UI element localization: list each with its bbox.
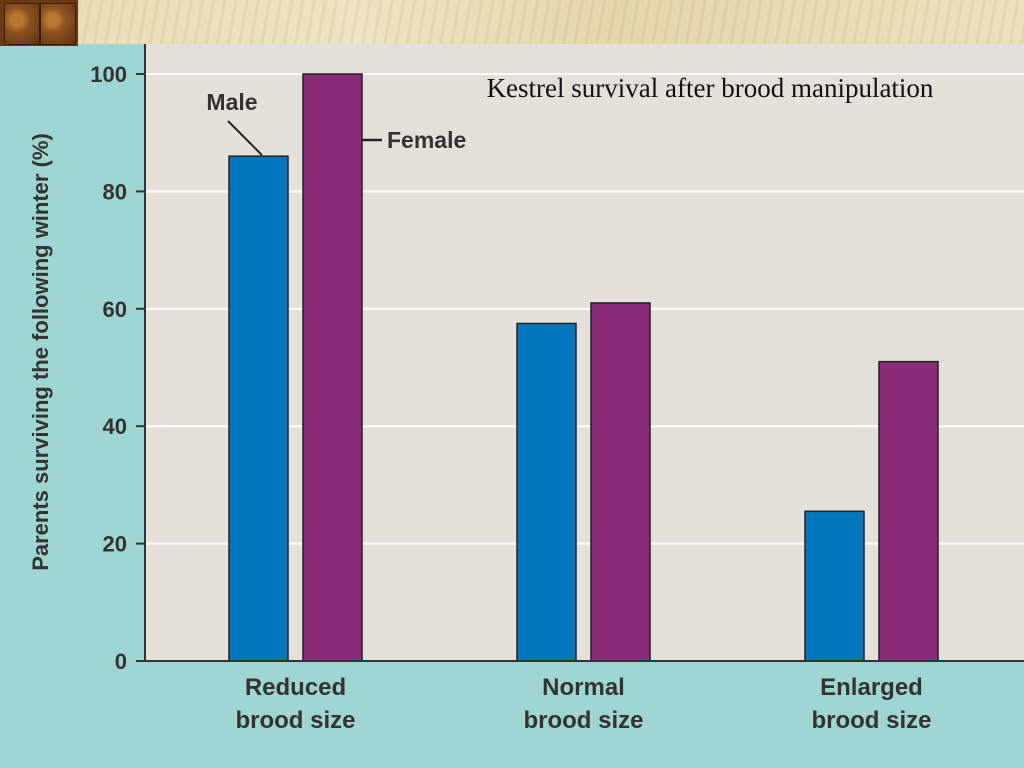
- chart-title: Kestrel survival after brood manipulatio…: [487, 73, 934, 103]
- decorative-header-strip: [0, 0, 1024, 44]
- bar-female-1: [590, 302, 651, 662]
- x-category-label: brood size: [523, 707, 643, 734]
- plot-area: [145, 44, 1024, 661]
- y-tick-label: 0: [115, 649, 127, 674]
- corner-logo-icon: [0, 0, 78, 46]
- y-tick-label: 40: [103, 414, 127, 439]
- x-category-label: Enlarged: [820, 674, 923, 701]
- bar-male-2: [804, 510, 865, 662]
- x-category-label: Reduced: [245, 674, 346, 701]
- bar-female-0: [302, 73, 363, 662]
- x-category-label: Normal: [542, 674, 625, 701]
- bar-female-2: [878, 360, 939, 662]
- y-tick-label: 100: [90, 62, 127, 87]
- legend-label-female: Female: [387, 127, 466, 153]
- legend-label-male: Male: [206, 89, 257, 115]
- y-tick-label: 80: [103, 179, 127, 204]
- y-tick-label: 60: [103, 297, 127, 322]
- y-tick-label: 20: [103, 532, 127, 557]
- legend-leader-male: [227, 120, 263, 156]
- x-category-label: brood size: [235, 707, 355, 734]
- bar-male-1: [516, 322, 577, 662]
- bar-male-0: [228, 155, 289, 662]
- y-axis-label: Parents surviving the following winter (…: [28, 133, 53, 571]
- x-category-label: brood size: [811, 707, 931, 734]
